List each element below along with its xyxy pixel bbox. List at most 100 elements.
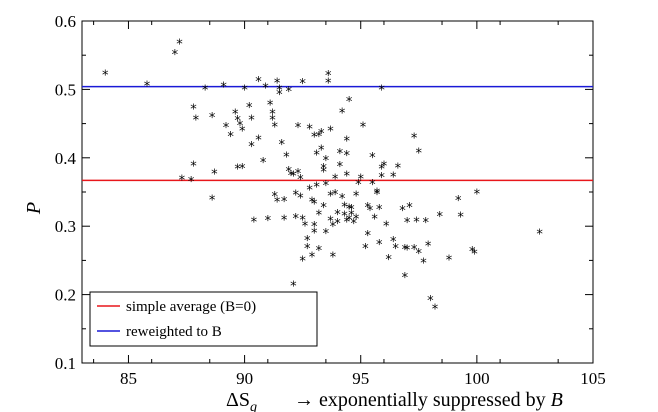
data-point: * xyxy=(399,204,406,219)
data-point: * xyxy=(416,146,423,161)
data-point: * xyxy=(239,124,246,139)
x-axis-label-sub: q xyxy=(250,400,257,412)
data-point: * xyxy=(323,227,330,242)
data-point: * xyxy=(272,120,279,135)
data-point: * xyxy=(302,220,309,235)
data-point: * xyxy=(311,198,318,213)
data-point: * xyxy=(220,81,227,96)
data-point: * xyxy=(344,135,351,150)
x-axis-note-text: → exponentially suppressed by xyxy=(294,389,546,411)
data-point: * xyxy=(344,170,351,185)
data-point: * xyxy=(311,226,318,241)
data-point: * xyxy=(316,244,323,259)
data-point: * xyxy=(323,179,330,194)
data-point: * xyxy=(390,170,397,185)
data-point: * xyxy=(392,242,399,257)
data-point: * xyxy=(332,188,339,203)
data-point: * xyxy=(327,215,334,230)
data-point: * xyxy=(355,178,362,193)
x-tick-label: 100 xyxy=(464,369,490,388)
y-axis-label: P xyxy=(23,202,45,215)
data-point: * xyxy=(318,144,325,159)
y-tick-label: 0.6 xyxy=(55,12,76,31)
data-point: * xyxy=(211,168,218,183)
data-point: * xyxy=(272,190,279,205)
data-point: * xyxy=(232,107,239,122)
data-point: * xyxy=(299,213,306,228)
data-point: * xyxy=(209,194,216,209)
data-point: * xyxy=(469,245,476,260)
data-point: * xyxy=(269,113,276,128)
data-point: * xyxy=(223,121,230,136)
data-point: * xyxy=(411,243,418,258)
data-point: * xyxy=(234,114,241,129)
data-point: * xyxy=(339,192,346,207)
data-point: * xyxy=(313,148,320,163)
data-point: * xyxy=(420,256,427,271)
y-tick-label: 0.2 xyxy=(55,286,76,305)
data-point: * xyxy=(339,107,346,122)
data-point: * xyxy=(457,211,464,226)
data-point: * xyxy=(241,83,248,98)
data-point: * xyxy=(190,159,197,174)
data-point: * xyxy=(455,194,462,209)
data-point: * xyxy=(227,130,234,145)
data-point: * xyxy=(332,172,339,187)
data-point: * xyxy=(279,138,286,153)
data-point: * xyxy=(290,280,297,295)
data-point: * xyxy=(404,243,411,258)
data-point: * xyxy=(248,113,255,128)
data-point: * xyxy=(193,113,200,128)
data-point: * xyxy=(144,79,151,94)
data-point: * xyxy=(202,83,209,98)
reference-lines xyxy=(82,85,593,182)
data-point: * xyxy=(337,160,344,175)
legend-label-simple-average: simple average (B=0) xyxy=(126,299,256,315)
data-point: * xyxy=(304,242,311,257)
x-tick-label: 85 xyxy=(120,369,137,388)
data-point: * xyxy=(309,250,316,265)
data-point: * xyxy=(306,122,313,137)
data-point: * xyxy=(341,200,348,215)
x-tick-label: 105 xyxy=(580,369,606,388)
data-point: * xyxy=(327,189,334,204)
data-point: * xyxy=(378,163,385,178)
data-point: * xyxy=(376,238,383,253)
data-point: * xyxy=(474,187,481,202)
data-point: * xyxy=(265,214,272,229)
data-point: * xyxy=(344,215,351,230)
data-point: * xyxy=(378,171,385,186)
data-point: * xyxy=(351,217,358,232)
data-point: * xyxy=(346,213,353,228)
data-point: * xyxy=(413,215,420,230)
legend-label-reweighted: reweighted to B xyxy=(126,324,222,340)
data-point: * xyxy=(316,209,323,224)
data-point: * xyxy=(334,208,341,223)
data-point: * xyxy=(269,107,276,122)
data-point: * xyxy=(262,81,269,96)
data-point: * xyxy=(353,213,360,228)
data-point: * xyxy=(276,88,283,103)
x-axis-note: → exponentially suppressed by B xyxy=(294,389,563,411)
data-point: * xyxy=(188,175,195,190)
data-point: * xyxy=(432,302,439,317)
data-point: * xyxy=(390,235,397,250)
data-point: * xyxy=(402,243,409,258)
data-point: * xyxy=(369,151,376,166)
data-point: * xyxy=(283,150,290,165)
data-point: * xyxy=(176,38,183,53)
data-point: * xyxy=(316,130,323,145)
data-point: * xyxy=(427,294,434,309)
data-point: * xyxy=(395,161,402,176)
data-point: * xyxy=(290,170,297,185)
data-point: * xyxy=(299,77,306,92)
y-axis-ticks: 0.1 0.2 0.3 0.4 0.5 0.6 xyxy=(55,12,593,373)
data-point: * xyxy=(281,195,288,210)
data-point: * xyxy=(348,203,355,218)
data-point: * xyxy=(362,242,369,257)
y-tick-label: 0.5 xyxy=(55,80,76,99)
y-tick-label: 0.1 xyxy=(55,354,76,373)
data-point: * xyxy=(292,189,299,204)
data-point: * xyxy=(172,48,179,63)
